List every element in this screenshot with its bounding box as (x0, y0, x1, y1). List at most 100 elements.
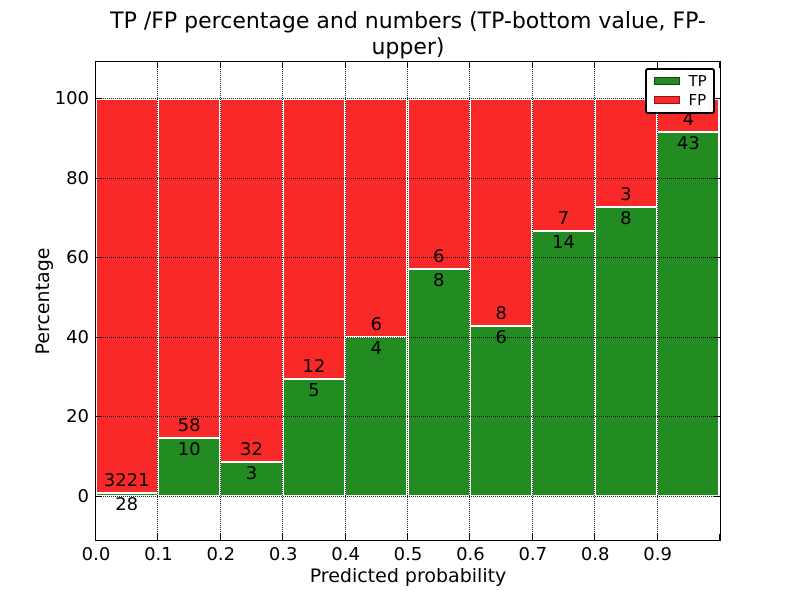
bar-segment-fp (345, 98, 408, 338)
bar-segment-fp (594, 98, 658, 208)
y-tick-mark (95, 496, 102, 497)
bar-segment-tp (220, 462, 283, 497)
tp-count-label: 8 (432, 270, 445, 292)
y-tick-mark (95, 177, 102, 179)
fp-count-label: 6 (370, 314, 383, 336)
plot-area: 3221 28 58 10 32 3 12 5 6 4 6 8 8 6 7 14 3 8 4 43 TP FP (94, 60, 721, 541)
bar-segment-tp (157, 437, 221, 497)
x-tick-mark (407, 533, 408, 540)
fp-count-label: 8 (495, 302, 507, 324)
x-tick-label: 0.8 (580, 544, 610, 565)
fp-count-label: 12 (302, 356, 326, 378)
x-tick-label: 0.3 (268, 544, 298, 565)
legend-item-label: FP (688, 90, 707, 109)
fp-count-label: 3221 (103, 470, 150, 492)
legend-swatch-fp-icon (653, 96, 680, 104)
chart-title-line1: TP /FP percentage and numbers (TP-bottom… (110, 9, 706, 60)
y-tick-mark (95, 98, 102, 99)
x-tick-label: 0.9 (643, 544, 672, 565)
x-tick-label: 0.6 (456, 544, 485, 565)
x-tick-label: 0.1 (144, 544, 173, 565)
x-tick-label: 0.7 (518, 544, 548, 565)
x-tick-mark (95, 533, 96, 540)
x-tick-mark (344, 533, 346, 540)
bar-segment-tp (657, 132, 720, 497)
bar-segment-tp (532, 231, 595, 497)
y-tick-mark (713, 177, 720, 179)
x-tick-mark (282, 533, 284, 540)
tp-count-label: 3 (245, 463, 258, 485)
tp-count-label: 28 (115, 494, 139, 516)
fp-count-label: 4 (682, 109, 695, 131)
y-tick-mark (95, 257, 102, 259)
x-tick-mark (594, 533, 596, 540)
y-tick-label: 100 (54, 88, 89, 109)
x-tick-mark (469, 61, 471, 68)
fp-count-label: 3 (620, 184, 632, 206)
tp-count-label: 6 (495, 326, 507, 348)
bar-segment-fp (532, 98, 595, 232)
bar-segment-fp (407, 98, 470, 270)
x-tick-mark (219, 61, 221, 68)
tp-count-label: 14 (552, 232, 575, 254)
bar-segment-tp (345, 337, 408, 497)
bar-segment-tp (282, 379, 346, 497)
x-tick-mark (344, 61, 346, 68)
x-tick-mark (531, 61, 533, 68)
x-tick-mark (656, 61, 658, 68)
x-tick-mark (594, 61, 596, 68)
tp-count-label: 43 (676, 133, 700, 155)
y-tick-mark (713, 257, 720, 259)
y-tick-label: 20 (66, 406, 89, 428)
y-tick-mark (713, 416, 720, 418)
y-axis-label: Percentage (32, 247, 54, 355)
y-tick-mark (95, 336, 102, 338)
x-tick-mark (656, 533, 658, 540)
bar-segment-tp (407, 269, 470, 497)
tp-count-label: 5 (308, 380, 320, 402)
x-tick-mark (718, 533, 720, 540)
legend-item: TP (653, 71, 713, 90)
bar-segment-fp (282, 98, 346, 380)
tp-count-label: 4 (370, 338, 383, 360)
tp-count-label: 8 (620, 208, 632, 230)
x-tick-mark (282, 61, 284, 68)
fp-count-label: 6 (432, 246, 445, 268)
bar-segment-tp (469, 325, 533, 497)
x-tick-label: 0.4 (331, 544, 360, 565)
bar-segment-fp (220, 98, 283, 463)
x-tick-label: 0.5 (393, 544, 423, 565)
fp-count-label: 32 (240, 439, 263, 461)
x-tick-mark (219, 533, 221, 540)
x-tick-mark (407, 61, 408, 68)
bar-segment-tp (95, 493, 158, 497)
fp-count-label: 58 (177, 414, 201, 436)
y-tick-label: 0 (77, 486, 89, 507)
x-tick-mark (157, 533, 159, 540)
x-tick-mark (531, 533, 533, 540)
bar-segment-fp (95, 98, 158, 494)
legend-item-label: TP (688, 71, 707, 90)
bar-segment-fp (469, 98, 533, 326)
x-tick-label: 0.0 (81, 544, 111, 565)
bar-segment-tp (594, 207, 658, 497)
bar-segment-fp (157, 98, 221, 438)
y-tick-label: 80 (66, 167, 89, 189)
legend-swatch-tp-icon (653, 77, 680, 85)
x-tick-label: 0.2 (206, 544, 236, 565)
x-tick-mark (157, 61, 159, 68)
x-axis-label: Predicted probability (309, 565, 507, 587)
y-tick-mark (95, 416, 102, 418)
x-tick-mark (95, 61, 96, 68)
x-tick-mark (718, 61, 720, 68)
legend: TP FP (644, 67, 715, 114)
legend-item: FP (653, 90, 713, 109)
tp-count-label: 10 (177, 438, 201, 460)
fp-count-label: 7 (557, 208, 570, 230)
y-tick-label: 40 (66, 326, 89, 348)
x-tick-mark (469, 533, 471, 540)
y-tick-label: 60 (66, 247, 89, 269)
y-tick-mark (713, 496, 720, 497)
y-tick-mark (713, 336, 720, 338)
